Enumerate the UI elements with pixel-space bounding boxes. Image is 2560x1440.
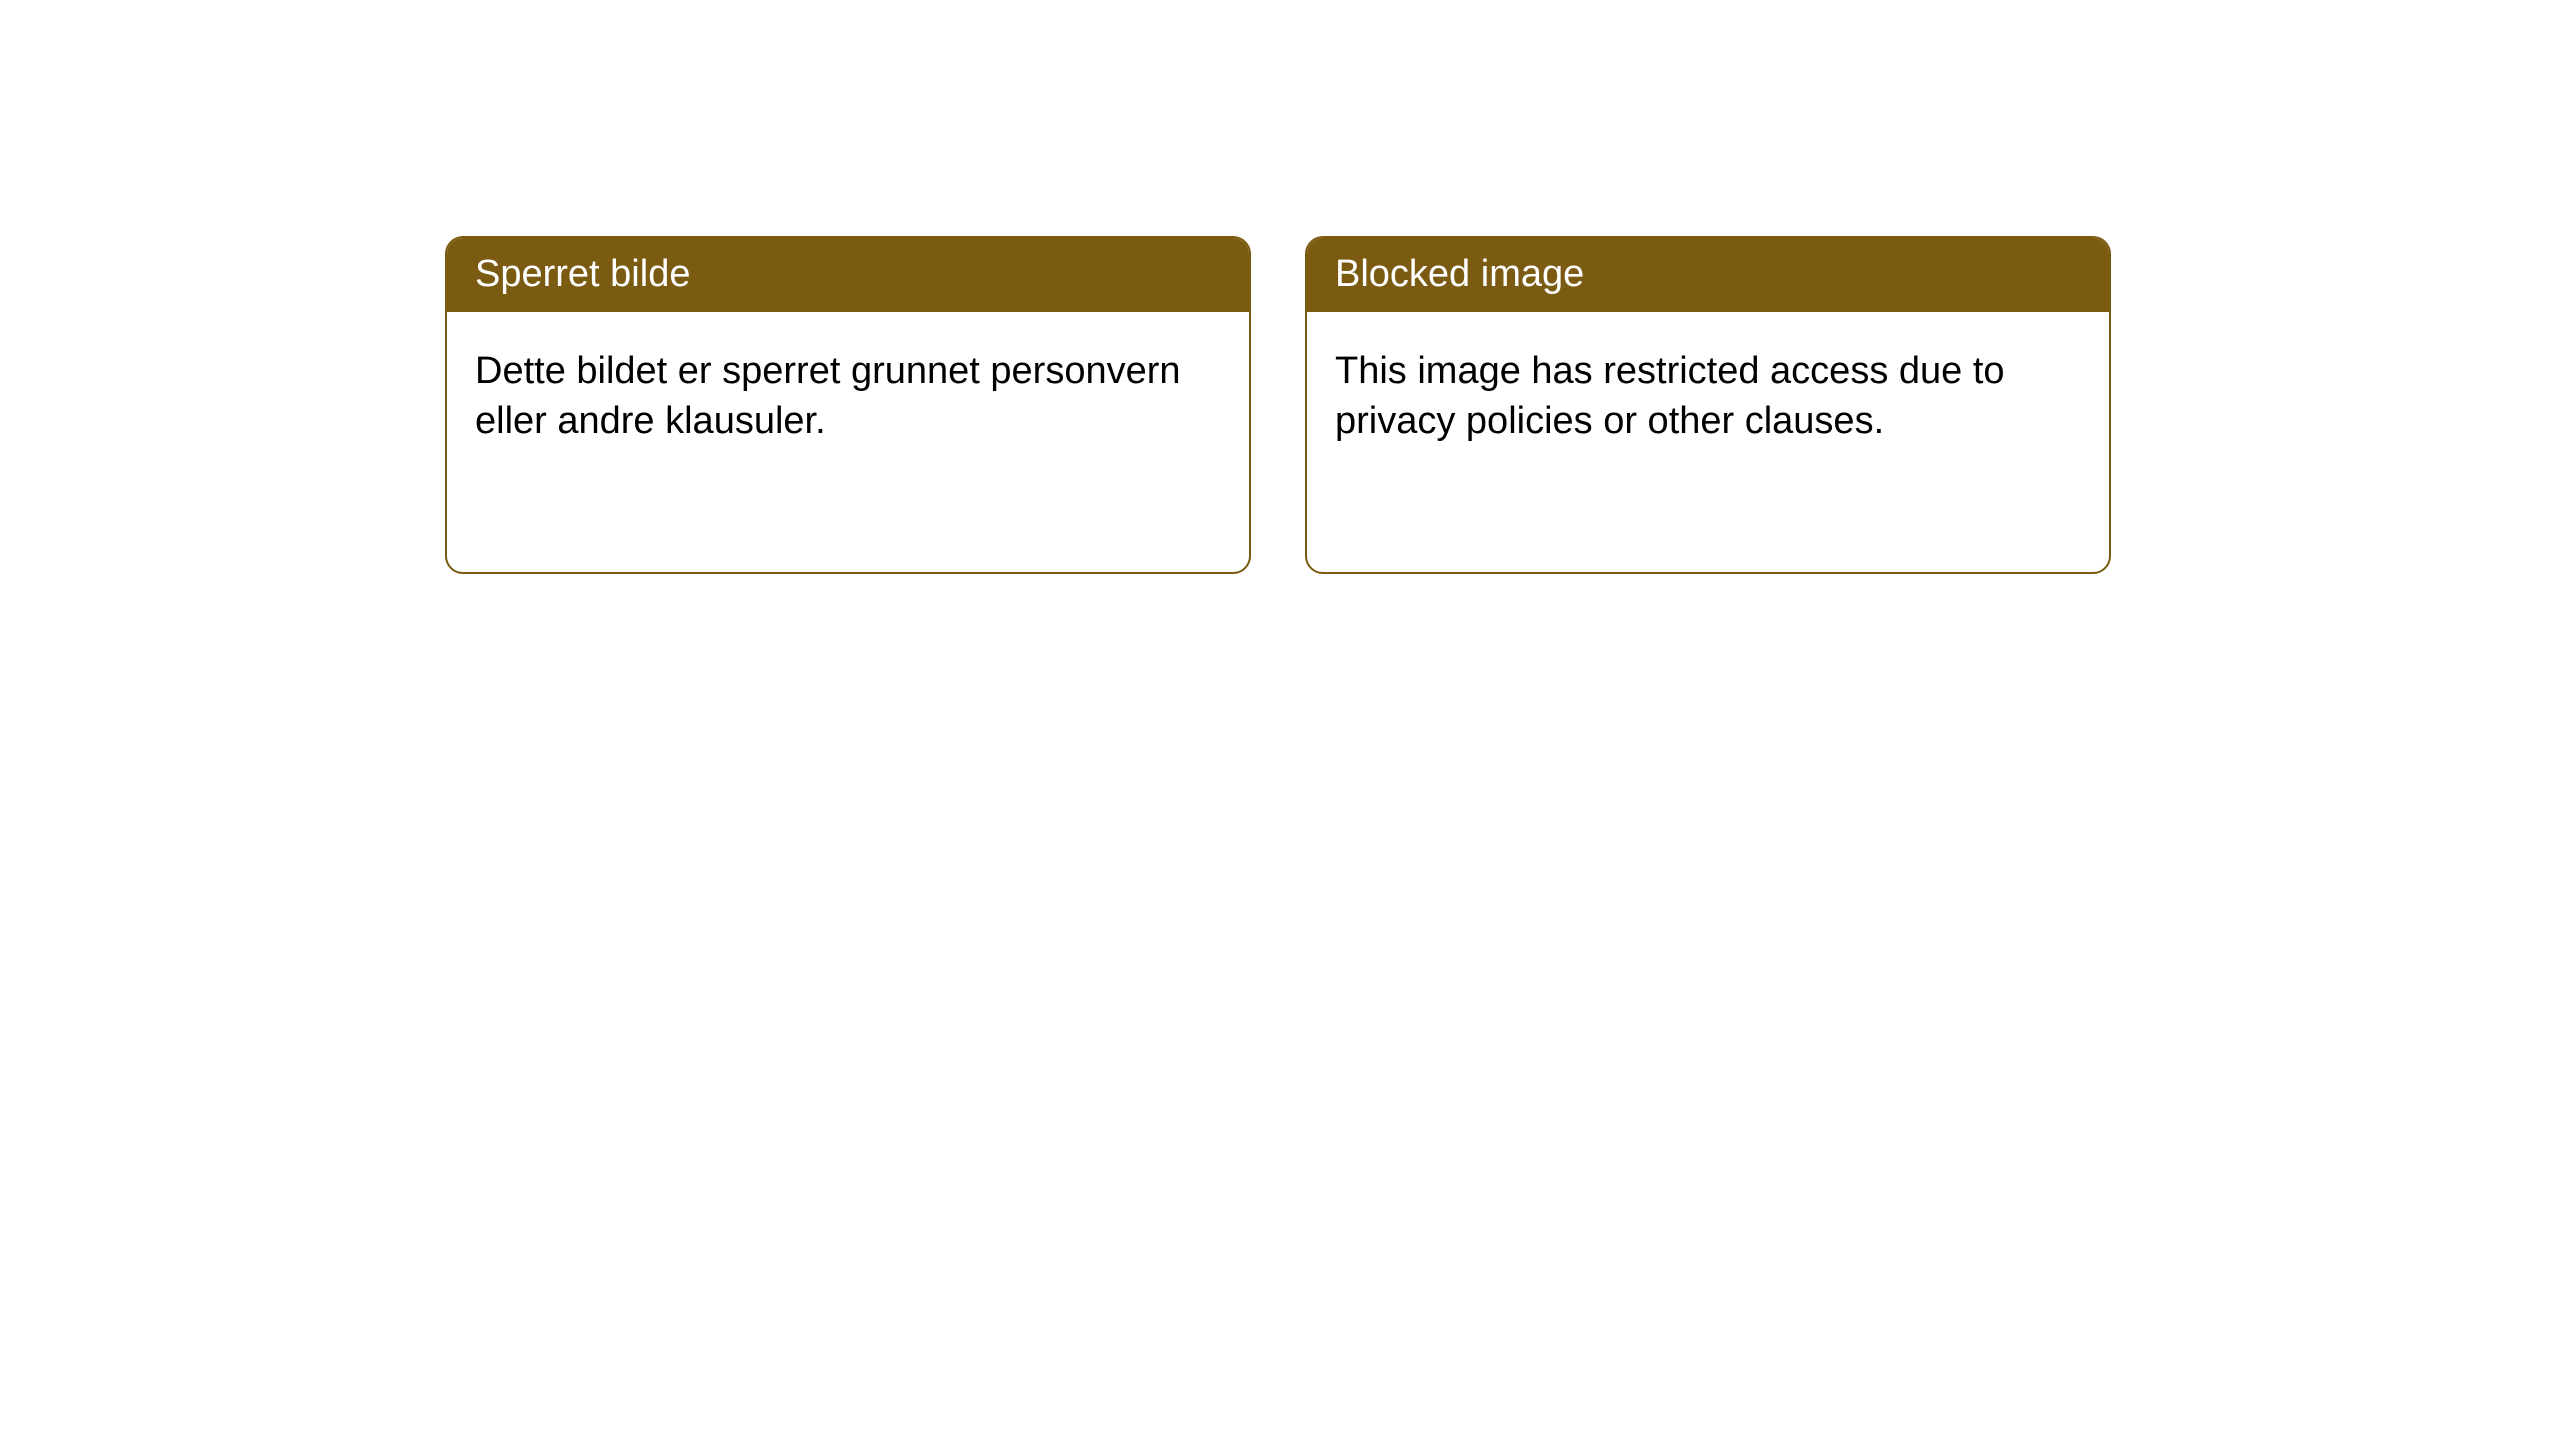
card-title: Blocked image [1335, 253, 1584, 295]
card-body-text: Dette bildet er sperret grunnet personve… [475, 350, 1181, 442]
card-header: Sperret bilde [447, 238, 1249, 312]
card-header: Blocked image [1307, 238, 2109, 312]
info-card-norwegian: Sperret bilde Dette bildet er sperret gr… [445, 236, 1251, 574]
card-body-text: This image has restricted access due to … [1335, 350, 2005, 442]
card-title: Sperret bilde [475, 253, 690, 295]
cards-container: Sperret bilde Dette bildet er sperret gr… [445, 236, 2111, 574]
card-body: This image has restricted access due to … [1307, 312, 2109, 480]
info-card-english: Blocked image This image has restricted … [1305, 236, 2111, 574]
card-body: Dette bildet er sperret grunnet personve… [447, 312, 1249, 480]
